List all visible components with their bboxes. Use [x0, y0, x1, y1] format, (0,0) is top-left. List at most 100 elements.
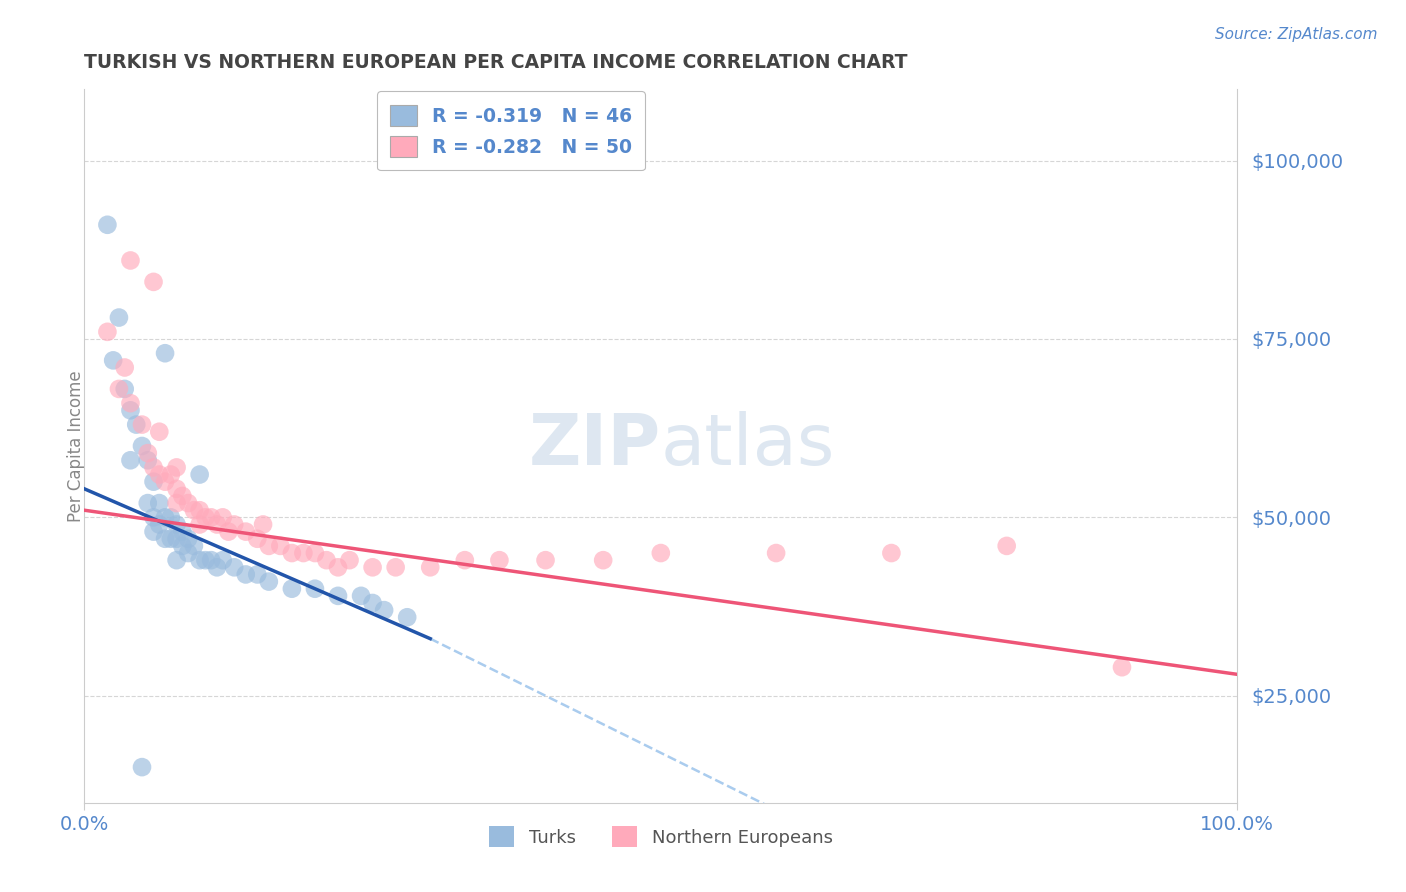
Point — [160, 532, 183, 546]
Point — [131, 439, 153, 453]
Point — [281, 546, 304, 560]
Point — [114, 382, 136, 396]
Point — [281, 582, 304, 596]
Point — [205, 560, 228, 574]
Point — [160, 510, 183, 524]
Point — [120, 396, 142, 410]
Point — [142, 510, 165, 524]
Point — [148, 467, 170, 482]
Point — [96, 218, 118, 232]
Point — [108, 310, 131, 325]
Point — [534, 553, 557, 567]
Point — [142, 524, 165, 539]
Point — [304, 546, 326, 560]
Point — [136, 496, 159, 510]
Point — [172, 539, 194, 553]
Point — [166, 532, 188, 546]
Point — [361, 596, 384, 610]
Point — [650, 546, 672, 560]
Point — [211, 510, 233, 524]
Point — [304, 582, 326, 596]
Text: TURKISH VS NORTHERN EUROPEAN PER CAPITA INCOME CORRELATION CHART: TURKISH VS NORTHERN EUROPEAN PER CAPITA … — [84, 54, 908, 72]
Point — [166, 496, 188, 510]
Point — [120, 253, 142, 268]
Legend: Turks, Northern Europeans: Turks, Northern Europeans — [478, 815, 844, 858]
Point — [103, 353, 124, 368]
Point — [153, 475, 176, 489]
Point — [257, 574, 280, 589]
Point — [183, 539, 205, 553]
Point — [269, 539, 291, 553]
Point — [148, 496, 170, 510]
Point — [188, 467, 211, 482]
Point — [148, 425, 170, 439]
Point — [339, 553, 361, 567]
Point — [315, 553, 337, 567]
Text: ZIP: ZIP — [529, 411, 661, 481]
Y-axis label: Per Capita Income: Per Capita Income — [67, 370, 84, 522]
Point — [194, 553, 217, 567]
Point — [224, 560, 246, 574]
Point — [177, 532, 200, 546]
Point — [200, 510, 222, 524]
Point — [153, 346, 176, 360]
Point — [166, 517, 188, 532]
Point — [120, 403, 142, 417]
Point — [183, 503, 205, 517]
Point — [142, 475, 165, 489]
Point — [160, 467, 183, 482]
Point — [292, 546, 315, 560]
Point — [218, 524, 240, 539]
Point — [488, 553, 510, 567]
Point — [131, 760, 153, 774]
Point — [108, 382, 131, 396]
Text: Source: ZipAtlas.com: Source: ZipAtlas.com — [1215, 27, 1378, 42]
Point — [142, 275, 165, 289]
Point — [252, 517, 274, 532]
Point — [454, 553, 477, 567]
Point — [350, 589, 373, 603]
Point — [326, 560, 349, 574]
Point — [153, 532, 176, 546]
Point — [326, 589, 349, 603]
Point — [120, 453, 142, 467]
Point — [136, 446, 159, 460]
Point — [246, 567, 269, 582]
Point — [205, 517, 228, 532]
Point — [166, 482, 188, 496]
Point — [188, 517, 211, 532]
Point — [384, 560, 406, 574]
Point — [125, 417, 148, 432]
Point — [211, 553, 233, 567]
Point — [419, 560, 441, 574]
Point — [131, 417, 153, 432]
Point — [995, 539, 1018, 553]
Point — [172, 489, 194, 503]
Point — [166, 553, 188, 567]
Point — [188, 503, 211, 517]
Point — [592, 553, 614, 567]
Point — [880, 546, 903, 560]
Point — [194, 510, 217, 524]
Point — [235, 524, 257, 539]
Point — [153, 510, 176, 524]
Point — [200, 553, 222, 567]
Point — [148, 517, 170, 532]
Point — [1111, 660, 1133, 674]
Point — [188, 553, 211, 567]
Point — [235, 567, 257, 582]
Point — [136, 453, 159, 467]
Point — [257, 539, 280, 553]
Point — [96, 325, 118, 339]
Point — [177, 546, 200, 560]
Point — [361, 560, 384, 574]
Point — [142, 460, 165, 475]
Point — [396, 610, 419, 624]
Point — [177, 496, 200, 510]
Point — [246, 532, 269, 546]
Point — [765, 546, 787, 560]
Point — [373, 603, 395, 617]
Point — [224, 517, 246, 532]
Point — [166, 460, 188, 475]
Text: atlas: atlas — [661, 411, 835, 481]
